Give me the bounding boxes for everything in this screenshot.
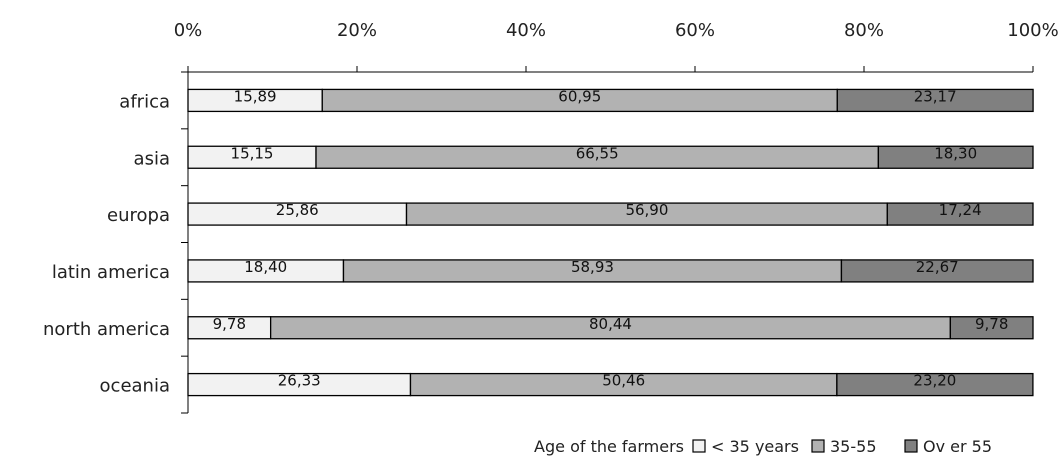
data-label: 15,15	[231, 144, 274, 162]
data-label: 22,67	[916, 258, 959, 276]
legend: Age of the farmers < 35 years 35-55 Ov er …	[534, 437, 992, 456]
data-label: 15,89	[234, 87, 277, 105]
legend-swatch	[811, 439, 825, 453]
category-label: asia	[134, 148, 170, 169]
bar-segment	[836, 372, 1034, 397]
data-label: 9,78	[213, 315, 246, 333]
legend-title: Age of the farmers	[534, 437, 684, 456]
legend-entry: < 35 years	[711, 437, 799, 456]
data-label: 66,55	[576, 144, 619, 162]
x-tick-label: 40%	[506, 20, 546, 41]
data-label: 18,30	[934, 144, 977, 162]
category-label: oceania	[100, 376, 170, 397]
bar-segment	[840, 259, 1034, 283]
data-label: 58,93	[571, 258, 614, 276]
x-tick-label: 60%	[675, 20, 715, 41]
x-tick-label: 0%	[174, 20, 203, 41]
category-label: latin america	[52, 262, 170, 283]
x-tick-label: 100%	[1007, 20, 1058, 41]
data-label: 80,44	[589, 315, 632, 333]
data-label: 60,95	[558, 87, 601, 105]
category-label: europa	[107, 205, 170, 226]
bar-segment	[886, 202, 1034, 226]
data-label: 50,46	[602, 372, 645, 390]
data-label: 18,40	[244, 258, 287, 276]
data-label: 9,78	[975, 315, 1008, 333]
data-label: 25,86	[276, 201, 319, 219]
legend-swatch	[904, 439, 918, 453]
bar-segment	[877, 145, 1034, 169]
x-axis: 0% 20% 40% 60% 80% 100%	[174, 20, 1059, 73]
x-tick-label: 80%	[844, 20, 884, 41]
data-label: 23,17	[914, 87, 957, 105]
legend-swatch	[692, 439, 706, 453]
bar-segment	[949, 316, 1034, 340]
legend-entry: Ov er 55	[923, 437, 992, 456]
category-label: africa	[119, 91, 170, 112]
y-axis: africa asia europa latin america north ameri…	[43, 71, 189, 414]
data-label: 56,90	[625, 201, 668, 219]
legend-entry: 35-55	[830, 437, 877, 456]
bar-segment	[836, 88, 1034, 113]
data-label: 17,24	[939, 201, 982, 219]
x-tick-label: 20%	[337, 20, 377, 41]
data-label: 26,33	[278, 372, 321, 390]
category-label: north america	[43, 319, 170, 340]
bars: 15,89 60,95 23,17 15,15 66,55 18,30 25,86 56,90…	[187, 87, 1034, 397]
data-label: 23,20	[913, 372, 956, 390]
